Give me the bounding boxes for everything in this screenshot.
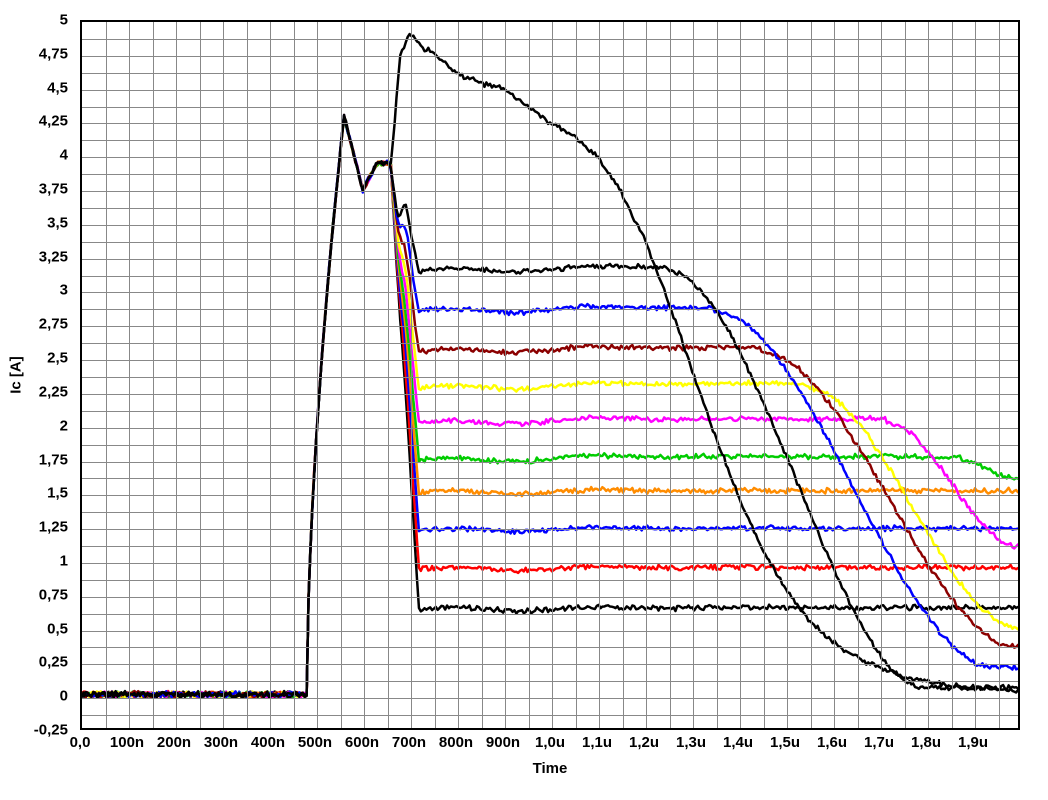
x-tick-label: 200n: [157, 734, 191, 751]
y-tick-label: 0: [60, 688, 68, 705]
y-tick-label: 4,25: [39, 113, 68, 130]
y-tick-label: 0,75: [39, 586, 68, 603]
y-tick-label: 2,25: [39, 383, 68, 400]
y-tick-label: 4,75: [39, 45, 68, 62]
x-tick-label: 500n: [298, 734, 332, 751]
y-tick-labels: -0,2500,250,50,7511,251,51,7522,252,52,7…: [0, 20, 74, 730]
x-tick-labels: 0,0100n200n300n400n500n600n700n800n900n1…: [80, 734, 1020, 758]
plot-area: [80, 20, 1020, 730]
y-tick-label: 3,5: [47, 214, 68, 231]
x-tick-label: 1,7u: [864, 734, 894, 751]
x-axis-title: Time: [533, 760, 568, 777]
x-tick-label: 1,2u: [629, 734, 659, 751]
x-tick-label: 400n: [251, 734, 285, 751]
x-tick-label: 1,0u: [535, 734, 565, 751]
y-tick-label: 0,5: [47, 620, 68, 637]
y-tick-label: 1,75: [39, 451, 68, 468]
x-tick-label: 1,3u: [676, 734, 706, 751]
y-tick-label: -0,25: [34, 722, 68, 739]
y-tick-label: 1,25: [39, 519, 68, 536]
y-tick-label: 2,5: [47, 350, 68, 367]
x-tick-label: 1,6u: [817, 734, 847, 751]
x-tick-label: 0,0: [70, 734, 91, 751]
x-tick-label: 1,8u: [911, 734, 941, 751]
x-tick-label: 1,5u: [770, 734, 800, 751]
y-tick-label: 3,75: [39, 181, 68, 198]
y-tick-label: 3,25: [39, 248, 68, 265]
x-tick-label: 800n: [439, 734, 473, 751]
x-tick-label: 700n: [392, 734, 426, 751]
x-tick-label: 1,9u: [958, 734, 988, 751]
oscilloscope-chart: Ic [A] -0,2500,250,50,7511,251,51,7522,2…: [0, 0, 1048, 800]
y-tick-label: 2,75: [39, 316, 68, 333]
x-tick-label: 1,4u: [723, 734, 753, 751]
y-tick-label: 0,25: [39, 654, 68, 671]
x-tick-label: 300n: [204, 734, 238, 751]
y-tick-label: 4: [60, 147, 68, 164]
y-tick-label: 3: [60, 282, 68, 299]
y-tick-label: 2: [60, 417, 68, 434]
y-tick-label: 1: [60, 552, 68, 569]
x-tick-label: 600n: [345, 734, 379, 751]
y-tick-label: 1,5: [47, 485, 68, 502]
x-tick-label: 100n: [110, 734, 144, 751]
x-tick-label: 1,1u: [582, 734, 612, 751]
x-tick-label: 900n: [486, 734, 520, 751]
y-tick-label: 5: [60, 12, 68, 29]
y-tick-label: 4,5: [47, 79, 68, 96]
